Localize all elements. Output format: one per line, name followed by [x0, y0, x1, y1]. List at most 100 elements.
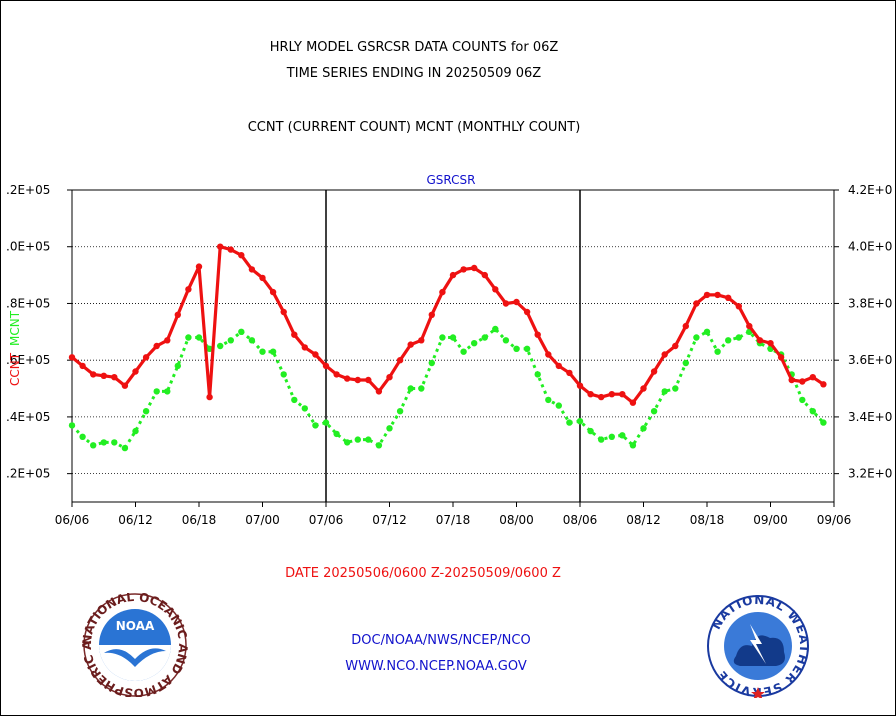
point-ccnt: [545, 351, 552, 358]
point-ccnt: [142, 354, 150, 361]
point-ccnt: [703, 291, 711, 299]
org-line: DOC/NOAA/NWS/NCEP/NCO: [351, 633, 531, 648]
point-mcnt: [820, 419, 827, 426]
point-ccnt: [809, 374, 816, 381]
point-mcnt: [407, 385, 414, 392]
point-ccnt: [650, 368, 658, 375]
x-tick-label: 09/06: [817, 513, 852, 527]
ylabel-ccnt: CCNT: [8, 352, 22, 386]
point-mcnt: [344, 439, 351, 446]
point-ccnt: [301, 344, 308, 351]
y-tick-label-right: 3.2E+0: [848, 467, 892, 481]
point-ccnt: [566, 369, 573, 377]
point-mcnt: [121, 444, 129, 452]
plot-border: [71, 189, 835, 503]
point-mcnt: [365, 436, 372, 443]
point-mcnt: [185, 334, 192, 341]
point-mcnt: [396, 408, 404, 415]
point-mcnt: [566, 419, 573, 426]
chart-subtitle: CCNT (CURRENT COUNT) MCNT (MONTHLY COUNT…: [247, 120, 581, 135]
point-ccnt: [185, 286, 192, 293]
y-tick-label-left: .4E+05: [6, 410, 50, 424]
chart-title-line2: TIME SERIES ENDING IN 20250509 06Z: [286, 66, 542, 81]
point-ccnt: [217, 243, 224, 250]
url-link[interactable]: WWW.NCO.NCEP.NOAA.GOV: [345, 659, 527, 674]
point-ccnt: [407, 341, 414, 348]
point-ccnt: [820, 381, 827, 388]
point-ccnt: [396, 357, 404, 364]
point-ccnt: [460, 266, 467, 273]
point-mcnt: [195, 334, 203, 341]
point-ccnt: [608, 391, 615, 398]
point-mcnt: [502, 337, 510, 344]
point-ccnt: [132, 368, 139, 375]
chart-title-line1: HRLY MODEL GSRCSR DATA COUNTS for 06Z: [269, 40, 559, 55]
point-mcnt: [672, 385, 679, 392]
point-ccnt: [375, 388, 383, 395]
ylabel-mcnt: MCNT: [8, 310, 22, 346]
point-ccnt: [153, 342, 160, 350]
y-tick-label-left: .8E+05: [6, 296, 50, 310]
point-mcnt: [439, 334, 446, 341]
point-mcnt: [661, 388, 668, 395]
y-tick-label-left: .6E+05: [6, 353, 50, 367]
point-mcnt: [523, 345, 531, 352]
x-tick-label: 07/12: [372, 513, 407, 527]
point-ccnt: [248, 266, 256, 273]
point-ccnt: [418, 337, 425, 344]
point-mcnt: [238, 328, 245, 335]
point-mcnt: [693, 334, 700, 341]
point-ccnt: [714, 291, 721, 299]
point-ccnt: [555, 362, 562, 370]
date-range: DATE 20250506/0600 Z-20250509/0600 Z: [285, 566, 561, 581]
point-mcnt: [354, 436, 361, 443]
point-mcnt: [386, 425, 393, 432]
point-mcnt: [460, 348, 467, 355]
y-tick-label-right: 3.6E+0: [848, 353, 892, 367]
point-ccnt: [322, 362, 330, 370]
plot-title: GSRCSR: [427, 173, 476, 187]
point-mcnt: [714, 348, 721, 355]
point-mcnt: [587, 427, 594, 435]
point-mcnt: [280, 371, 287, 378]
point-mcnt: [703, 328, 711, 335]
point-mcnt: [629, 442, 637, 449]
y-tick-label-right: 3.4E+0: [848, 410, 892, 424]
point-ccnt: [386, 374, 393, 381]
point-mcnt: [576, 418, 584, 425]
point-ccnt: [534, 331, 541, 338]
point-ccnt: [121, 382, 129, 389]
point-mcnt: [481, 334, 488, 341]
x-tick-label: 09/00: [753, 513, 788, 527]
point-ccnt: [502, 300, 510, 307]
point-ccnt: [640, 385, 647, 392]
point-mcnt: [90, 442, 97, 449]
point-mcnt: [640, 425, 647, 432]
point-ccnt: [598, 393, 605, 401]
point-ccnt: [756, 337, 764, 344]
point-ccnt: [619, 391, 626, 398]
point-ccnt: [629, 399, 637, 406]
point-mcnt: [735, 334, 742, 341]
y-tick-label-right: 4.2E+0: [848, 183, 892, 197]
svg-text:NOAA: NOAA: [116, 619, 155, 633]
point-mcnt: [555, 402, 562, 409]
nws-logo-icon: NATIONAL WEATHER SERVICE: [707, 594, 810, 698]
point-ccnt: [449, 271, 457, 279]
point-ccnt: [439, 288, 446, 296]
point-ccnt: [661, 351, 668, 358]
point-mcnt: [428, 359, 435, 367]
point-ccnt: [259, 274, 266, 282]
point-mcnt: [322, 419, 330, 426]
point-ccnt: [195, 263, 203, 270]
point-mcnt: [217, 342, 224, 350]
point-mcnt: [79, 433, 86, 440]
point-ccnt: [428, 311, 435, 318]
point-ccnt: [682, 322, 689, 330]
point-ccnt: [481, 271, 488, 279]
point-mcnt: [534, 371, 541, 378]
point-ccnt: [291, 331, 298, 338]
point-mcnt: [545, 396, 552, 404]
x-tick-label: 06/06: [55, 513, 90, 527]
point-ccnt: [587, 391, 594, 398]
